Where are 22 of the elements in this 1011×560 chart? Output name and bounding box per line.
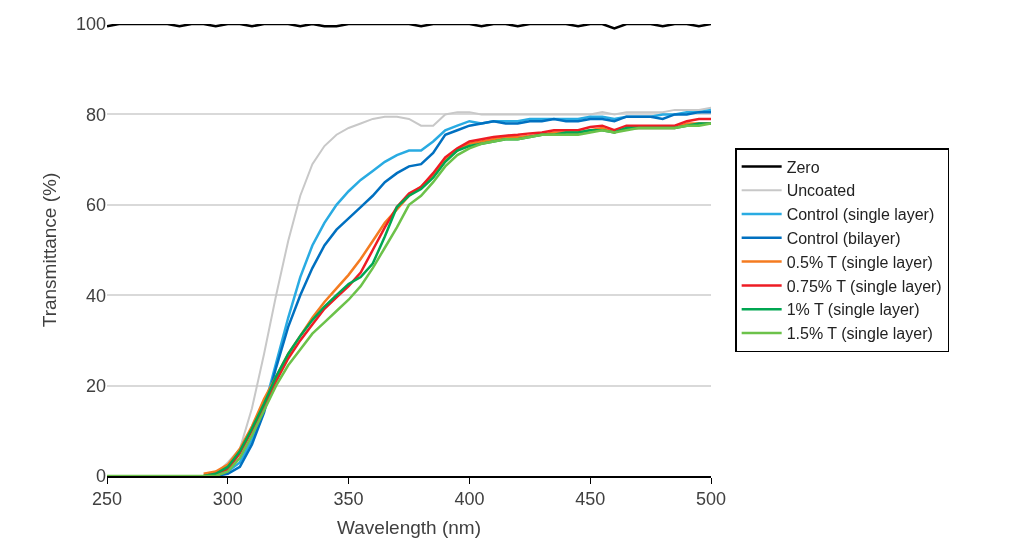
legend-label: 0.75% T (single layer) xyxy=(786,277,942,295)
x-axis-title: Wavelength (nm) xyxy=(337,516,481,538)
y-axis-title: Transmittance (%) xyxy=(38,172,60,328)
y-tick-label: 40 xyxy=(85,285,106,306)
x-tick-label: 450 xyxy=(575,489,606,510)
y-tick-label: 80 xyxy=(85,104,106,125)
legend-label: Control (bilayer) xyxy=(786,230,901,248)
x-tick-label: 250 xyxy=(91,489,123,510)
y-tick-label: 100 xyxy=(75,14,106,35)
legend-label: Control (single layer) xyxy=(786,206,935,224)
x-tick-label: 400 xyxy=(454,489,485,510)
legend-label: 1.5% T (single layer) xyxy=(786,325,933,343)
x-tick-label: 300 xyxy=(212,489,243,510)
legend-label: Uncoated xyxy=(786,182,856,200)
x-tick-label: 500 xyxy=(695,489,727,510)
legend-label: 1% T (single layer) xyxy=(786,301,920,319)
y-tick-label: 20 xyxy=(85,375,106,396)
y-tick-label: 60 xyxy=(85,195,106,216)
x-tick-label: 350 xyxy=(333,489,364,510)
legend-label: 0.5% T (single layer) xyxy=(786,253,933,271)
y-tick-label: 0 xyxy=(95,466,106,487)
legend-label: Zero xyxy=(786,158,820,176)
